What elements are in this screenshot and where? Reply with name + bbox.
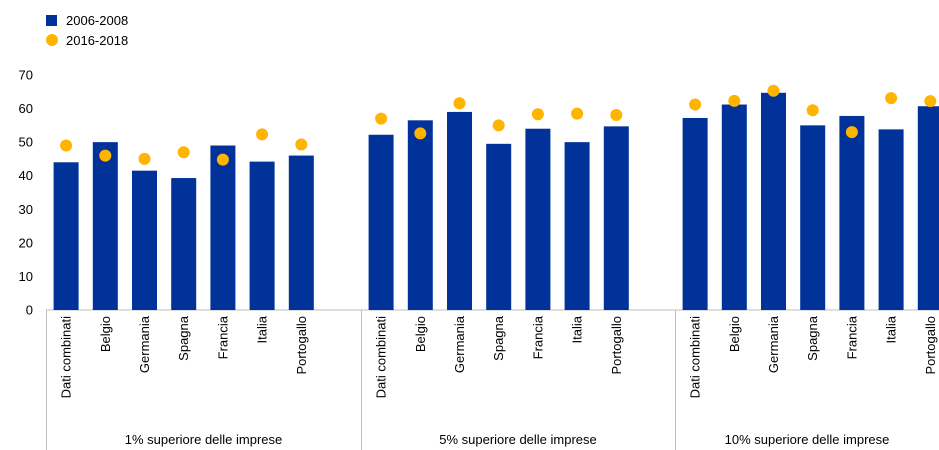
x-tick-label: Belgio [413,316,428,352]
x-tick-label: Germania [137,315,152,373]
bar [761,92,786,311]
bar [682,117,708,310]
y-tick-label: 60 [19,101,33,116]
legend-label: 2016-2018 [66,32,129,48]
dot-marker [60,139,73,152]
dot-marker [414,127,427,140]
dot-marker [767,84,780,97]
dot-marker [924,95,937,108]
bar [486,143,512,310]
y-tick-label: 40 [19,168,33,183]
bar [92,142,118,310]
legend-item-2006-2008: 2006-2008 [46,10,128,30]
x-tick-label: Francia [215,315,230,359]
bar [839,115,865,310]
bar [721,104,747,311]
dot-marker [138,152,151,165]
bar [210,145,236,310]
y-tick-label: 20 [19,235,33,250]
x-tick-label: Germania [452,315,467,373]
x-tick-label: Italia [570,315,585,343]
y-tick-label: 70 [19,68,33,83]
dot-marker [728,94,741,107]
bar [917,106,939,310]
group-label: 5% superiore delle imprese [439,432,597,447]
x-tick-label: Germania [766,315,781,373]
bar [407,120,433,310]
dot-marker [885,92,898,105]
x-tick-label: Portogallo [923,316,938,375]
bar [447,111,472,310]
bar [368,134,394,310]
x-tick-label: Italia [884,315,899,343]
dot-marker [531,108,544,121]
y-tick-label: 0 [26,303,33,318]
legend: 2006-2008 2016-2018 [46,10,128,50]
group-label: 10% superiore delle imprese [725,432,890,447]
legend-swatch-dot [46,34,58,46]
x-tick-label: Belgio [98,316,113,352]
dot-marker [99,149,112,162]
bar [132,170,157,310]
x-tick-label: Portogallo [609,316,624,375]
dot-marker [256,128,269,141]
dot-marker [610,108,623,121]
bar [525,128,551,310]
bar [249,161,275,310]
x-tick-label: Dati combinati [59,316,74,398]
x-tick-label: Portogallo [294,316,309,375]
dot-marker [689,98,702,111]
dot-marker [492,119,505,132]
bar [564,142,590,310]
legend-swatch-bar [46,14,57,26]
x-tick-label: Spagna [491,315,506,361]
y-tick-label: 10 [19,269,33,284]
bar [878,129,904,310]
legend-item-2016-2018: 2016-2018 [46,30,128,50]
dot-marker [845,126,858,139]
x-tick-label: Francia [844,315,859,359]
dot-marker [177,146,190,159]
dot-marker [216,153,229,166]
x-tick-label: Spagna [805,315,820,361]
group-label: 1% superiore delle imprese [125,432,283,447]
dot-marker [806,104,819,117]
bar [53,162,79,310]
x-tick-label: Italia [255,315,270,343]
y-tick-label: 30 [19,202,33,217]
bar [800,125,826,310]
x-tick-label: Francia [530,315,545,359]
bar [171,178,197,310]
x-tick-label: Spagna [176,315,191,361]
dot-marker [571,107,584,120]
dot-marker [453,97,466,110]
bar [288,155,314,310]
x-tick-label: Dati combinati [688,316,703,398]
dot-marker [295,138,308,151]
dot-marker [375,112,388,125]
bar [603,126,629,310]
x-tick-label: Dati combinati [374,316,389,398]
y-tick-label: 50 [19,135,33,150]
x-tick-label: Belgio [727,316,742,352]
legend-label: 2006-2008 [66,12,129,28]
